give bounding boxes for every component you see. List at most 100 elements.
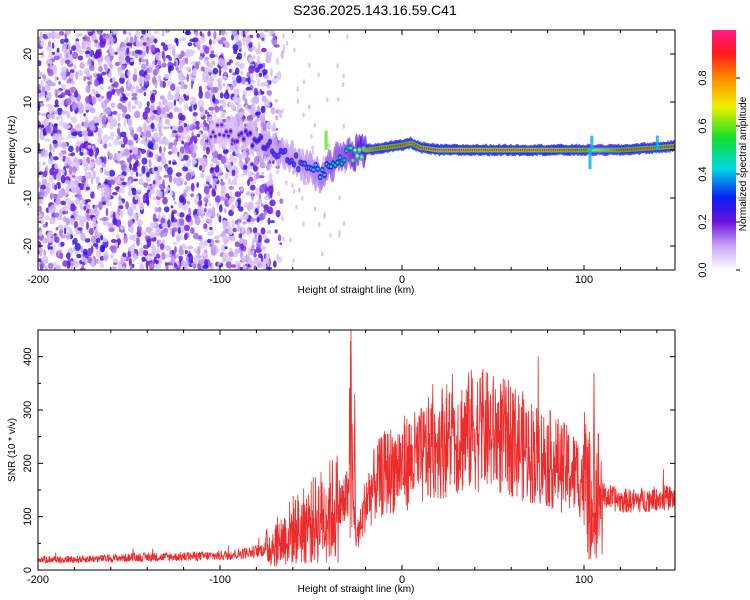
noise-speckle: [148, 262, 155, 270]
noise-speckle: [49, 143, 52, 152]
noise-speckle: [211, 212, 216, 218]
noise-speckle: [118, 140, 123, 145]
noise-speckle: [280, 113, 283, 119]
noise-speckle: [257, 78, 261, 88]
noise-speckle: [275, 115, 278, 121]
noise-speckle: [265, 266, 273, 270]
noise-speckle: [211, 157, 218, 163]
noise-speckle: [275, 169, 280, 175]
noise-speckle: [115, 152, 121, 162]
noise-speckle: [261, 258, 269, 265]
noise-speckle: [101, 237, 108, 243]
noise-speckle: [87, 58, 92, 65]
noise-speckle: [85, 199, 91, 203]
colorbar: 0.0 0.2 0.4 0.6 0.8 Normalized spectral ampl…: [697, 30, 749, 278]
noise-speckle: [72, 51, 79, 60]
noise-speckle: [79, 62, 85, 69]
noise-speckle: [292, 188, 296, 194]
noise-speckle: [198, 99, 205, 108]
noise-speckle: [179, 76, 183, 83]
noise-speckle: [64, 179, 70, 185]
noise-speckle: [275, 209, 281, 218]
noise-speckle: [125, 167, 131, 173]
noise-speckle: [165, 265, 169, 270]
noise-speckle: [253, 211, 257, 215]
noise-speckle: [212, 39, 216, 45]
noise-speckle: [161, 62, 167, 68]
ridge-core: [338, 156, 342, 160]
noise-speckle: [223, 238, 227, 246]
noise-speckle: [138, 162, 141, 167]
ridge-core: [240, 132, 243, 135]
noise-speckle: [140, 58, 147, 63]
ridge-core: [268, 140, 272, 144]
colorbar-label: Normalized spectral amplitude: [738, 96, 749, 231]
noise-speckle: [128, 31, 131, 37]
noise-speckle: [229, 68, 232, 74]
noise-speckle: [255, 187, 260, 196]
noise-speckle: [279, 198, 284, 204]
noise-speckle: [112, 76, 115, 84]
noise-speckle: [73, 64, 77, 70]
noise-speckle: [190, 77, 196, 82]
noise-speckle: [183, 103, 190, 111]
noise-speckle: [136, 237, 140, 247]
noise-speckle: [240, 70, 244, 75]
noise-speckle: [224, 41, 230, 49]
figure-title: S236.2025.143.16.59.C41: [293, 2, 457, 18]
noise-speckle: [272, 121, 276, 130]
noise-speckle: [194, 214, 198, 219]
noise-speckle: [44, 138, 51, 142]
noise-speckle: [76, 44, 82, 53]
noise-speckle: [104, 251, 109, 257]
noise-speckle: [159, 146, 162, 154]
noise-speckle: [135, 171, 139, 177]
noise-speckle: [156, 200, 161, 206]
noise-speckle: [155, 65, 160, 74]
noise-speckle: [234, 191, 241, 198]
noise-speckle: [228, 197, 234, 203]
noise-speckle: [133, 67, 138, 75]
noise-speckle: [240, 215, 246, 221]
noise-speckle: [131, 257, 137, 262]
noise-speckle: [64, 160, 68, 167]
noise-speckle: [302, 79, 306, 85]
noise-speckle: [256, 33, 260, 39]
noise-speckle: [220, 30, 226, 36]
noise-speckle: [239, 266, 243, 270]
noise-speckle: [133, 162, 139, 168]
noise-speckle: [150, 44, 156, 53]
noise-speckle: [64, 89, 71, 96]
noise-speckle: [219, 204, 223, 213]
noise-speckle: [84, 162, 89, 168]
noise-speckle: [66, 110, 71, 119]
noise-speckle: [209, 226, 213, 231]
noise-speckle: [38, 161, 41, 169]
colorbar-tick-label: 0.4: [697, 166, 709, 181]
noise-speckle: [266, 121, 271, 129]
noise-speckle: [321, 251, 324, 257]
noise-speckle: [240, 76, 247, 85]
noise-speckle: [167, 43, 173, 50]
noise-speckle: [138, 178, 144, 186]
noise-speckle: [85, 186, 90, 191]
noise-speckle: [153, 256, 157, 263]
noise-speckle: [150, 115, 156, 121]
noise-speckle: [239, 237, 245, 244]
noise-speckle: [126, 92, 130, 97]
noise-speckle: [108, 186, 112, 196]
noise-speckle: [256, 216, 260, 223]
noise-speckle: [150, 94, 156, 104]
noise-speckle: [59, 229, 63, 237]
noise-speckle: [89, 74, 92, 84]
noise-speckle: [185, 30, 191, 36]
noise-speckle: [89, 64, 95, 72]
noise-speckle: [323, 213, 326, 219]
noise-speckle: [214, 166, 220, 173]
noise-speckle: [201, 209, 205, 218]
noise-speckle: [107, 85, 113, 91]
noise-speckle: [207, 208, 212, 212]
noise-speckle: [125, 201, 129, 210]
noise-speckle: [175, 253, 180, 259]
noise-speckle: [69, 69, 75, 74]
